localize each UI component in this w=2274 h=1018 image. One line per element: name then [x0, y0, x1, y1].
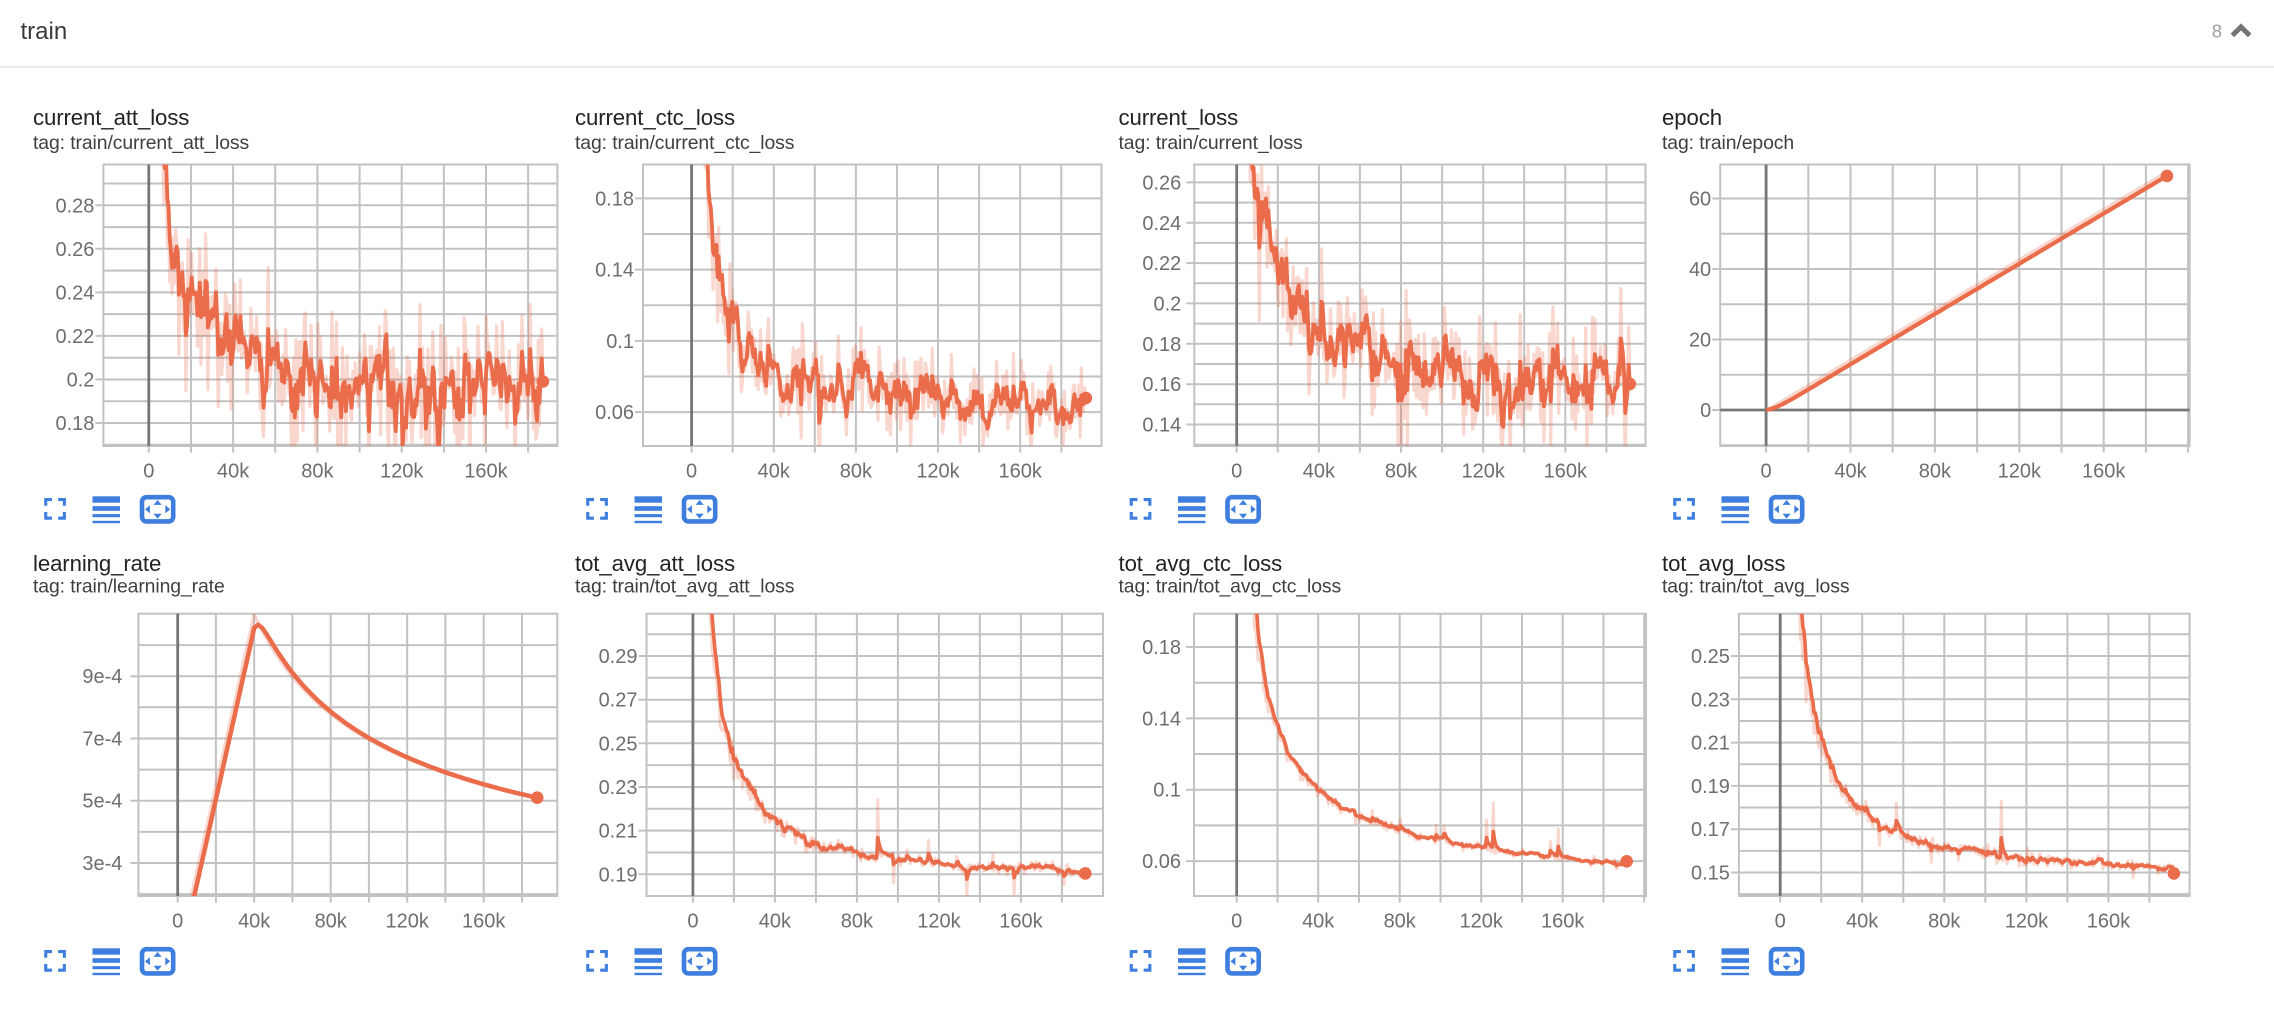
svg-text:0.06: 0.06 [595, 402, 634, 424]
svg-text:epoch: epoch [1662, 105, 1722, 130]
svg-text:0.18: 0.18 [1142, 637, 1181, 659]
svg-text:current_att_loss: current_att_loss [33, 105, 189, 130]
svg-text:tag: train/tot_avg_ctc_loss: tag: train/tot_avg_ctc_loss [1119, 576, 1342, 598]
svg-text:160k: 160k [2082, 460, 2126, 482]
svg-text:9e-4: 9e-4 [82, 666, 122, 688]
svg-text:120k: 120k [916, 460, 960, 482]
svg-text:160k: 160k [1544, 460, 1588, 482]
svg-text:40k: 40k [217, 460, 250, 482]
svg-text:tag: train/current_att_loss: tag: train/current_att_loss [33, 132, 249, 154]
svg-text:120k: 120k [386, 910, 430, 932]
svg-text:0: 0 [1231, 910, 1242, 932]
svg-text:40k: 40k [1846, 910, 1879, 932]
svg-text:0.15: 0.15 [1691, 863, 1730, 885]
svg-text:train: train [21, 18, 68, 45]
svg-text:40k: 40k [1834, 460, 1867, 482]
svg-text:160k: 160k [462, 910, 506, 932]
svg-text:0.19: 0.19 [599, 864, 638, 886]
svg-text:0.18: 0.18 [595, 188, 634, 210]
svg-text:0.1: 0.1 [606, 331, 634, 353]
svg-text:0.2: 0.2 [67, 370, 95, 392]
svg-text:0.23: 0.23 [599, 777, 638, 799]
svg-text:0.22: 0.22 [55, 326, 94, 348]
svg-text:160k: 160k [999, 460, 1043, 482]
svg-text:0.14: 0.14 [595, 260, 634, 282]
svg-text:40k: 40k [1303, 460, 1336, 482]
svg-text:0.28: 0.28 [55, 195, 94, 217]
svg-text:0.24: 0.24 [55, 282, 94, 304]
svg-text:160k: 160k [464, 460, 508, 482]
svg-text:3e-4: 3e-4 [82, 853, 122, 875]
svg-text:tag: train/current_loss: tag: train/current_loss [1119, 132, 1303, 154]
svg-text:0.26: 0.26 [55, 239, 94, 261]
svg-text:learning_rate: learning_rate [33, 551, 161, 576]
svg-text:0: 0 [1775, 910, 1786, 932]
svg-text:current_loss: current_loss [1119, 105, 1239, 130]
svg-text:0: 0 [687, 910, 698, 932]
svg-text:80k: 80k [301, 460, 334, 482]
svg-text:0.27: 0.27 [599, 690, 638, 712]
svg-text:60: 60 [1689, 189, 1711, 211]
svg-text:80k: 80k [841, 910, 874, 932]
svg-text:120k: 120k [1462, 460, 1506, 482]
svg-text:0.25: 0.25 [599, 733, 638, 755]
svg-text:0.22: 0.22 [1142, 253, 1181, 275]
svg-text:80k: 80k [1919, 460, 1952, 482]
svg-text:tot_avg_ctc_loss: tot_avg_ctc_loss [1119, 551, 1283, 576]
svg-text:tot_avg_att_loss: tot_avg_att_loss [575, 551, 735, 576]
svg-text:0.19: 0.19 [1691, 776, 1730, 798]
svg-text:0: 0 [1700, 400, 1711, 422]
svg-text:0.23: 0.23 [1691, 689, 1730, 711]
svg-text:tag: train/learning_rate: tag: train/learning_rate [33, 576, 225, 598]
svg-text:40k: 40k [758, 460, 791, 482]
svg-text:0.16: 0.16 [1142, 374, 1181, 396]
svg-text:0.21: 0.21 [1691, 733, 1730, 755]
svg-text:80k: 80k [840, 460, 873, 482]
svg-text:0.25: 0.25 [1691, 646, 1730, 668]
svg-text:tag: train/tot_avg_att_loss: tag: train/tot_avg_att_loss [575, 576, 794, 598]
svg-text:40k: 40k [759, 910, 792, 932]
svg-text:0.18: 0.18 [55, 413, 94, 435]
svg-text:tag: train/current_ctc_loss: tag: train/current_ctc_loss [575, 132, 794, 154]
svg-text:120k: 120k [917, 910, 961, 932]
svg-text:0.29: 0.29 [599, 646, 638, 668]
svg-text:tag: train/tot_avg_loss: tag: train/tot_avg_loss [1662, 576, 1849, 598]
svg-text:0.14: 0.14 [1142, 415, 1181, 437]
svg-text:20: 20 [1689, 330, 1711, 352]
svg-text:0.24: 0.24 [1142, 213, 1181, 235]
svg-text:tag: train/epoch: tag: train/epoch [1662, 132, 1794, 154]
svg-text:0.17: 0.17 [1691, 819, 1730, 841]
svg-text:0.14: 0.14 [1142, 708, 1181, 730]
svg-text:80k: 80k [1384, 910, 1417, 932]
svg-text:80k: 80k [1928, 910, 1961, 932]
svg-text:40: 40 [1689, 259, 1711, 281]
svg-text:tot_avg_loss: tot_avg_loss [1662, 551, 1785, 576]
svg-text:0: 0 [1761, 460, 1772, 482]
svg-text:160k: 160k [2087, 910, 2131, 932]
svg-text:8: 8 [2212, 21, 2222, 42]
svg-text:40k: 40k [238, 910, 271, 932]
svg-text:120k: 120k [1998, 460, 2042, 482]
svg-text:160k: 160k [999, 910, 1043, 932]
svg-text:40k: 40k [1302, 910, 1335, 932]
svg-text:0.1: 0.1 [1153, 780, 1181, 802]
svg-text:0.26: 0.26 [1142, 172, 1181, 194]
svg-text:0.18: 0.18 [1142, 334, 1181, 356]
svg-text:0: 0 [172, 910, 183, 932]
svg-text:0: 0 [1231, 460, 1242, 482]
svg-text:0.2: 0.2 [1153, 293, 1181, 315]
svg-text:0: 0 [143, 460, 154, 482]
svg-text:0.06: 0.06 [1142, 851, 1181, 873]
svg-text:5e-4: 5e-4 [82, 791, 122, 813]
svg-text:120k: 120k [1460, 910, 1504, 932]
svg-text:160k: 160k [1541, 910, 1585, 932]
svg-text:120k: 120k [380, 460, 424, 482]
svg-text:80k: 80k [1385, 460, 1418, 482]
svg-text:current_ctc_loss: current_ctc_loss [575, 105, 735, 130]
svg-text:80k: 80k [315, 910, 348, 932]
svg-text:120k: 120k [2005, 910, 2049, 932]
svg-text:7e-4: 7e-4 [82, 729, 122, 751]
svg-text:0.21: 0.21 [599, 821, 638, 843]
svg-text:0: 0 [686, 460, 697, 482]
